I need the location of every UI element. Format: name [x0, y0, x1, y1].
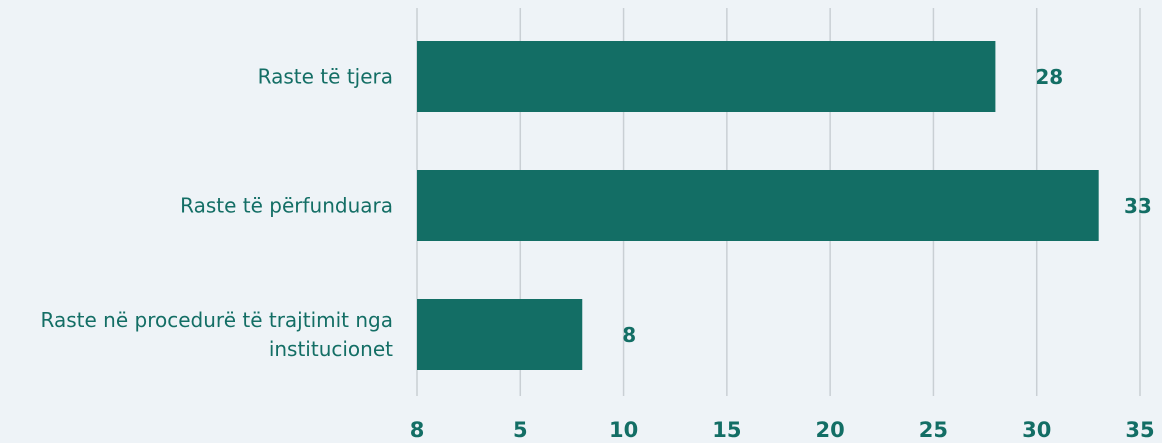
- bar: [417, 170, 1099, 241]
- x-tick-label: 30: [1022, 418, 1051, 442]
- x-tick-label: 15: [712, 418, 741, 442]
- x-tick-label: 8: [410, 418, 425, 442]
- x-tick-label: 10: [609, 418, 638, 442]
- data-label: 8: [622, 323, 636, 347]
- x-tick-label: 20: [816, 418, 845, 442]
- bar: [417, 299, 583, 370]
- x-tick-label: 35: [1125, 418, 1154, 442]
- x-tick-label: 5: [513, 418, 528, 442]
- bar: [417, 41, 996, 112]
- y-tick-label: Raste të përfunduara: [180, 193, 393, 217]
- y-tick-label: Raste të tjera: [257, 64, 393, 88]
- data-label: 33: [1124, 194, 1152, 218]
- data-label: 28: [1035, 65, 1063, 89]
- y-tick-label: Raste në procedurë të trajtimit nga inst…: [40, 307, 393, 361]
- x-tick-label: 25: [919, 418, 948, 442]
